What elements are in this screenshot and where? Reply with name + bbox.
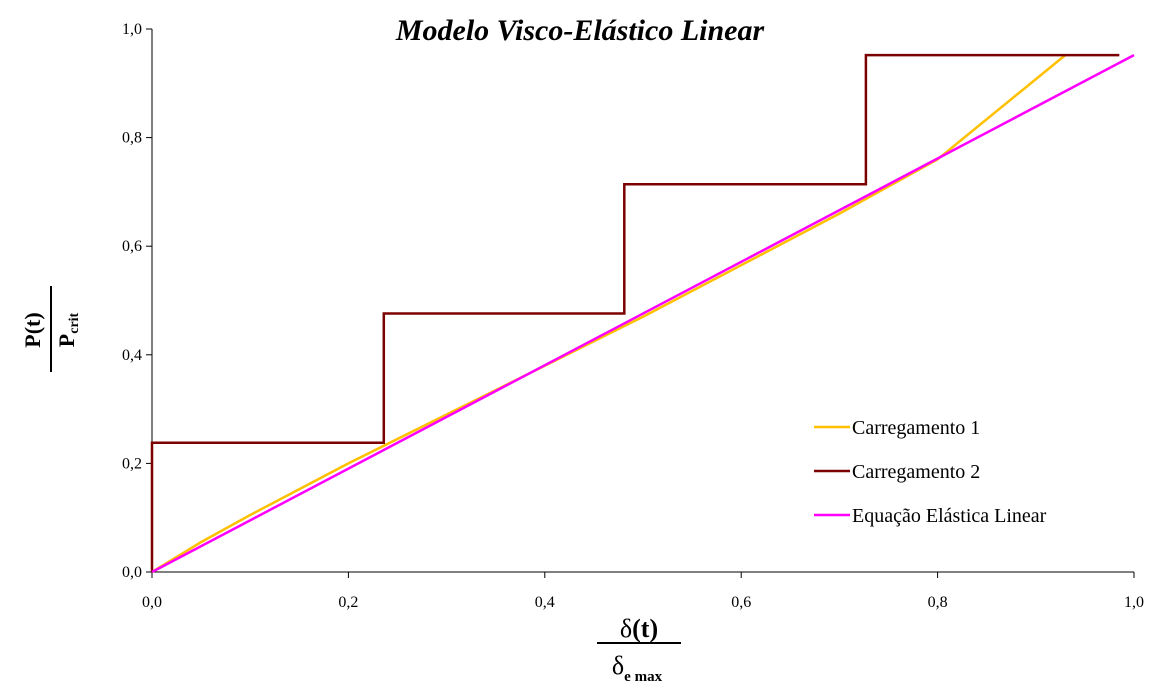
series-line-2 — [150, 53, 1120, 572]
y-tick-label: 0,6 — [122, 238, 142, 255]
x-tick-label: 0,4 — [535, 594, 555, 611]
legend-label-3: Equação Elástica Linear — [852, 505, 1047, 527]
legend: Carregamento 1 Carregamento 2 Equação Elás… — [814, 417, 1047, 527]
x-tick-label: 0,2 — [338, 594, 358, 611]
series-line-3 — [151, 53, 1135, 574]
legend-label-1: Carregamento 1 — [852, 417, 980, 439]
x-tick-label: 0,6 — [731, 594, 751, 611]
x-axis-label-denominator-symbol: δ — [612, 651, 624, 680]
series-group — [150, 53, 1135, 574]
x-axis-label-numerator-rest: (t) — [632, 614, 658, 643]
x-tick-label: 1,0 — [1124, 594, 1144, 611]
axes: 0,0 0,2 0,4 0,6 0,8 1,0 0,0 0,2 0,4 0,6 0,8 1,0 — [122, 21, 1144, 611]
y-tick-label: 0,8 — [122, 130, 142, 147]
y-axis-label-denominator-sub: crit — [67, 312, 82, 333]
x-tick-label: 0,8 — [928, 594, 948, 611]
x-axis-label: δ(t) δe max — [597, 614, 681, 685]
y-axis-label-numerator: P(t) — [20, 312, 45, 347]
x-axis-label-numerator: δ(t) — [620, 614, 658, 643]
x-axis-label-denominator-sub: e max — [624, 669, 662, 685]
y-tick-label: 0,0 — [122, 564, 142, 581]
legend-label-2: Carregamento 2 — [852, 461, 980, 483]
y-tick-label: 0,2 — [122, 455, 142, 472]
y-axis-label-denominator-base: P — [54, 334, 79, 347]
x-tick-label: 0,0 — [142, 594, 162, 611]
x-axis-label-denominator: δe max — [612, 651, 663, 685]
y-axis-label: P(t) Pcrit — [20, 286, 82, 372]
y-axis-label-denominator: Pcrit — [54, 312, 82, 347]
x-axis-label-numerator-symbol: δ — [620, 614, 632, 643]
y-tick-label: 1,0 — [122, 21, 142, 38]
y-tick-label: 0,4 — [122, 347, 142, 364]
chart-title: Modelo Visco-Elástico Linear — [395, 14, 765, 47]
